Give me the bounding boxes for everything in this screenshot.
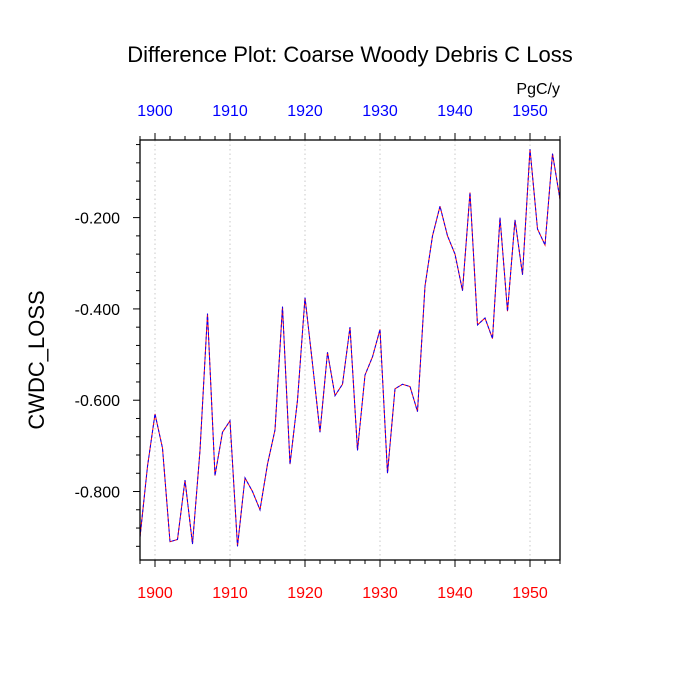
x-tick-label-top-1950: 1950 xyxy=(512,103,548,120)
x-tick-label-top-1910: 1910 xyxy=(212,103,248,120)
x-tick-label-bottom-1920: 1920 xyxy=(287,585,323,602)
x-tick-label-top-1920: 1920 xyxy=(287,103,323,120)
chart-title: Difference Plot: Coarse Woody Debris C L… xyxy=(127,42,573,67)
y-axis-label: CWDC_LOSS xyxy=(24,290,49,429)
y-tick-label-3: -0.200 xyxy=(75,211,120,228)
axes xyxy=(133,133,561,567)
plot-frame xyxy=(139,139,561,561)
grid-lines xyxy=(154,140,531,560)
series-line-series-a xyxy=(140,149,560,547)
tick-labels: 1900 1900 1910 1910 1920 1920 1930 1930 1940 1940… xyxy=(75,103,548,602)
y-tick-label-0: -0.800 xyxy=(75,485,120,502)
x-tick-label-top-1930: 1930 xyxy=(362,103,398,120)
series-layer xyxy=(140,149,560,547)
units-label: PgC/y xyxy=(516,81,560,98)
x-tick-label-bottom-1950: 1950 xyxy=(512,585,548,602)
y-tick-label-1: -0.600 xyxy=(75,393,120,410)
x-tick-label-bottom-1900: 1900 xyxy=(137,585,173,602)
x-tick-label-top-1940: 1940 xyxy=(437,103,473,120)
x-tick-label-bottom-1930: 1930 xyxy=(362,585,398,602)
x-tick-label-bottom-1910: 1910 xyxy=(212,585,248,602)
x-tick-label-bottom-1940: 1940 xyxy=(437,585,473,602)
x-tick-label-top-1900: 1900 xyxy=(137,103,173,120)
y-tick-label-2: -0.400 xyxy=(75,302,120,319)
series-line-series-b xyxy=(140,149,560,547)
